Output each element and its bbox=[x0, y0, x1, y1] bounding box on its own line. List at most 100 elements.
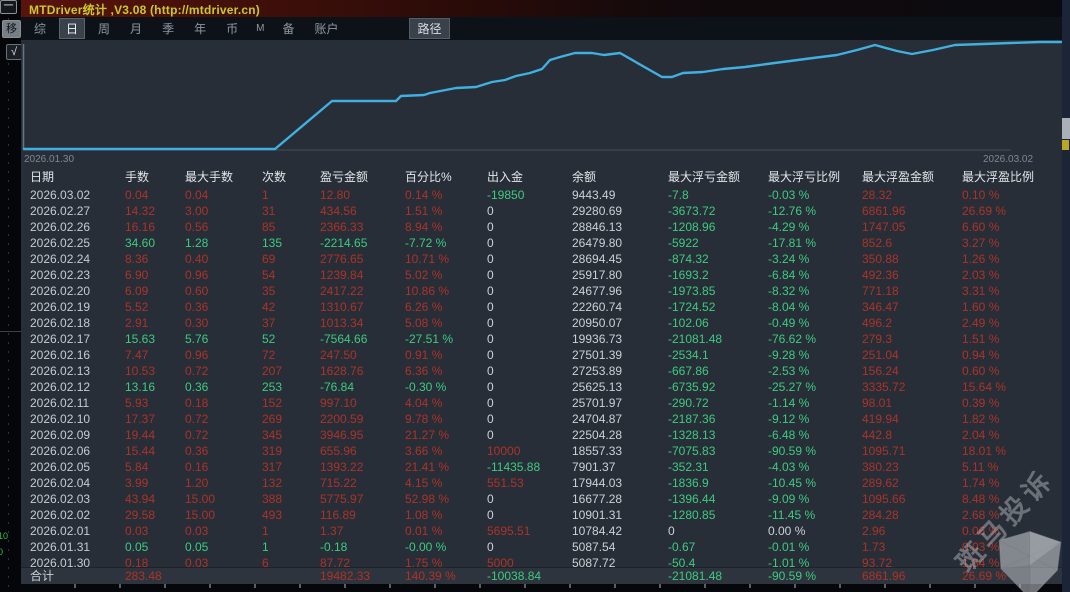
right-edge-strip bbox=[1062, 0, 1070, 592]
total-row[interactable]: 合计 283.48 19482.33 140.39 % -10038.84 -21081.… bbox=[21, 567, 1062, 584]
table-row[interactable]: 2026.02.25 34.60 1.28 135 -2214.65 -7.72 % 0 26… bbox=[21, 235, 1062, 251]
move-icon: 移 bbox=[6, 23, 17, 35]
menu-item-notes[interactable]: 备 bbox=[282, 22, 295, 36]
table-row[interactable]: 2026.02.09 19.44 0.72 345 3946.95 21.27 % 0 225… bbox=[21, 427, 1062, 443]
table-row[interactable]: 2026.02.02 29.58 15.00 493 116.89 1.08 % 0 1090… bbox=[21, 507, 1062, 523]
menu-item-quarterly[interactable]: 季 bbox=[162, 22, 175, 36]
table-cell: 0 bbox=[668, 524, 675, 538]
table-row[interactable]: 2026.02.04 3.99 1.20 132 715.22 4.15 % 551.53 1… bbox=[21, 475, 1062, 491]
table-cell: 29280.69 bbox=[572, 204, 623, 218]
table-cell: 5.52 bbox=[125, 300, 149, 314]
confirm-button[interactable]: √ bbox=[6, 44, 22, 60]
table-cell: 6.36 % bbox=[405, 364, 443, 378]
table-cell: 5.02 % bbox=[405, 268, 443, 282]
table-cell: -1328.13 bbox=[668, 428, 716, 442]
table-cell: 2.03 % bbox=[962, 268, 1000, 282]
move-button[interactable]: 移 bbox=[2, 20, 21, 38]
table-cell: 1 bbox=[262, 540, 269, 554]
table-row[interactable]: 2026.02.23 6.90 0.96 54 1239.84 5.02 % 0 25917.… bbox=[21, 267, 1062, 283]
table-cell: 350.88 bbox=[862, 252, 899, 266]
table-row[interactable]: 2026.02.26 16.16 0.56 85 2366.33 8.94 % 0 28846… bbox=[21, 219, 1062, 235]
table-row[interactable]: 2026.02.03 43.94 15.00 388 5775.97 52.98 % 0 16… bbox=[21, 491, 1062, 507]
table-cell: 24677.96 bbox=[572, 284, 623, 298]
menu-item-account[interactable]: 账户 bbox=[314, 22, 339, 36]
table-row[interactable]: 2026.01.31 0.05 0.05 1 -0.18 -0.00 % 0 5087.54 -… bbox=[21, 539, 1062, 555]
table-row[interactable]: 2026.02.19 5.52 0.36 42 1310.67 6.26 % 0 22260.… bbox=[21, 299, 1062, 315]
menu-item-currency[interactable]: 币 bbox=[226, 22, 239, 36]
menu-item-weekly[interactable]: 周 bbox=[98, 22, 111, 36]
table-row[interactable]: 2026.02.24 8.36 0.40 69 2776.65 10.71 % 0 28694… bbox=[21, 251, 1062, 267]
table-cell: -50.4 bbox=[668, 556, 696, 570]
x-axis-end-label: 2026.03.02 bbox=[983, 154, 1034, 165]
menu-item-yearly[interactable]: 年 bbox=[194, 22, 207, 36]
table-cell: 0.30 bbox=[185, 316, 209, 330]
table-cell: 15.63 bbox=[125, 332, 156, 346]
table-cell: 0.10 % bbox=[962, 188, 1000, 202]
table-row[interactable]: 2026.03.02 0.04 0.04 1 12.80 0.14 % -19850 9443… bbox=[21, 187, 1062, 203]
table-cell: 10.53 bbox=[125, 364, 156, 378]
table-cell: 0.06 % bbox=[962, 524, 1000, 538]
table-row[interactable]: 2026.02.12 13.16 0.36 253 -76.84 -0.30 % 0 2562… bbox=[21, 379, 1062, 395]
table-row[interactable]: 2026.02.20 6.09 0.60 35 2417.22 10.86 % 0 24677… bbox=[21, 283, 1062, 299]
table-cell: 10901.31 bbox=[572, 508, 623, 522]
menu-item-summary[interactable]: 综 bbox=[34, 22, 47, 36]
table-row[interactable]: 2026.01.30 0.18 0.03 6 87.72 1.75 % 5000 5087.7… bbox=[21, 555, 1062, 571]
table-cell: -2.53 % bbox=[768, 364, 810, 378]
table-cell: 2026.02.03 bbox=[30, 492, 91, 506]
menu-bar: 综 日 周 月 季 年 币 M 备 账户 路径 bbox=[21, 17, 1070, 40]
table-row[interactable]: 2026.02.27 14.32 3.00 31 434.56 1.51 % 0 29280.… bbox=[21, 203, 1062, 219]
table-cell: -1836.9 bbox=[668, 476, 709, 490]
table-row[interactable]: 2026.02.13 10.53 0.72 207 1628.76 6.36 % 0 2725… bbox=[21, 363, 1062, 379]
table-cell: -102.06 bbox=[668, 316, 709, 330]
table-cell: 135 bbox=[262, 236, 283, 250]
price-label: 10 bbox=[0, 531, 9, 541]
table-row[interactable]: 2026.02.17 15.63 5.76 52 -7564.66 -27.51 % 0 19… bbox=[21, 331, 1062, 347]
table-cell: 24704.87 bbox=[572, 412, 623, 426]
table-cell: 0.05 bbox=[185, 540, 209, 554]
table-cell: 2.91 bbox=[125, 316, 149, 330]
table-cell: 551.53 bbox=[487, 476, 524, 490]
title-bar[interactable]: MTDriver统计 ,V3.08 (http://mtdriver.cn) bbox=[21, 0, 1070, 17]
table-cell: 15.44 bbox=[125, 444, 156, 458]
scrollbar-thumb[interactable] bbox=[1062, 118, 1070, 139]
table-cell: -1724.52 bbox=[668, 300, 716, 314]
table-cell: 28694.45 bbox=[572, 252, 623, 266]
total-cell: 合计 bbox=[30, 569, 55, 583]
table-cell: 0.60 % bbox=[962, 364, 1000, 378]
minimize-button[interactable]: 一 bbox=[0, 0, 17, 14]
table-cell: 496.2 bbox=[862, 316, 893, 330]
table-row[interactable]: 2026.02.10 17.37 0.72 269 2200.59 9.78 % 0 2470… bbox=[21, 411, 1062, 427]
table-cell: 22504.28 bbox=[572, 428, 623, 442]
table-cell: 5695.51 bbox=[487, 524, 531, 538]
table-cell: 2026.02.17 bbox=[30, 332, 91, 346]
table-row[interactable]: 2026.02.16 7.47 0.96 72 247.50 0.91 % 0 27501.3… bbox=[21, 347, 1062, 363]
table-cell: -12.76 % bbox=[768, 204, 817, 218]
table-cell: 0 bbox=[487, 220, 494, 234]
table-header-row: 日期 手数 最大手数 次数 盈亏金额 百分比% 出入金 余额 最大浮亏金额 最大… bbox=[21, 168, 1062, 187]
checkmark-icon: √ bbox=[10, 46, 18, 58]
path-button[interactable]: 路径 bbox=[409, 18, 450, 39]
header-max-lots: 最大手数 bbox=[185, 170, 234, 184]
table-row[interactable]: 2026.02.06 15.44 0.36 319 655.96 3.66 % 10000 1… bbox=[21, 443, 1062, 459]
table-row[interactable]: 2026.02.18 2.91 0.30 37 1013.34 5.08 % 0 20950.… bbox=[21, 315, 1062, 331]
table-cell: -667.86 bbox=[668, 364, 709, 378]
table-row[interactable]: 2026.02.11 5.93 0.18 152 997.10 4.04 % 0 25701.… bbox=[21, 395, 1062, 411]
menu-item-daily[interactable]: 日 bbox=[59, 18, 86, 39]
table-cell: 251.04 bbox=[862, 348, 899, 362]
header-max-float-profit-pct: 最大浮盈比例 bbox=[962, 170, 1035, 184]
table-cell: 1.75 % bbox=[405, 556, 443, 570]
table-row[interactable]: 2026.02.01 0.03 0.03 1 1.37 0.01 % 5695.51 1078… bbox=[21, 523, 1062, 539]
menu-item-monthly[interactable]: 月 bbox=[130, 22, 143, 36]
table-cell: 1239.84 bbox=[320, 268, 364, 282]
total-cell bbox=[572, 568, 668, 584]
table-cell: 98.01 bbox=[862, 396, 893, 410]
table-cell: -76.84 bbox=[320, 380, 355, 394]
table-cell: 346.47 bbox=[862, 300, 899, 314]
menu-item-m[interactable]: M bbox=[256, 23, 265, 34]
table-cell: 2026.02.20 bbox=[30, 284, 91, 298]
table-cell: 269 bbox=[262, 412, 283, 426]
table-cell: 434.56 bbox=[320, 204, 357, 218]
table-cell: 0 bbox=[487, 412, 494, 426]
table-cell: -0.30 % bbox=[405, 380, 447, 394]
table-row[interactable]: 2026.02.05 5.84 0.16 317 1393.22 21.41 % -1143… bbox=[21, 459, 1062, 475]
